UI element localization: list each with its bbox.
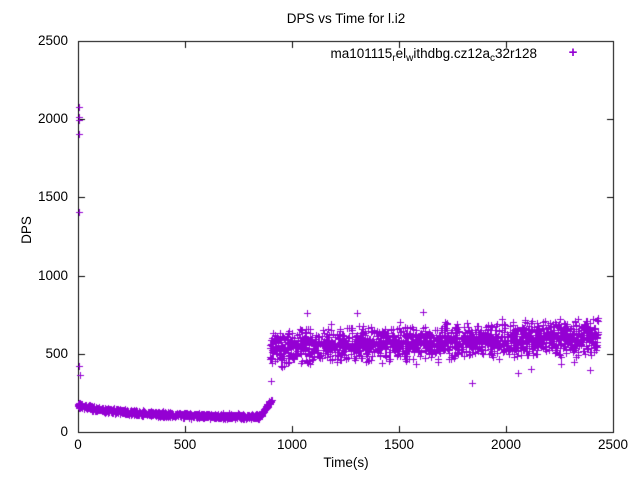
y-tick-label: 2500 bbox=[37, 33, 68, 48]
x-tick-label: 500 bbox=[173, 437, 197, 452]
y-tick-label: 1500 bbox=[37, 189, 68, 205]
x-tick-label: 1500 bbox=[383, 437, 415, 452]
legend-label-text: ma101115 bbox=[330, 46, 393, 61]
x-axis-label: Time(s) bbox=[323, 455, 369, 470]
y-tick-label: 0 bbox=[60, 424, 68, 439]
chart-title: DPS vs Time for l.i2 bbox=[286, 11, 406, 26]
x-tick-label: 2000 bbox=[490, 437, 522, 452]
legend-label: ma101115relwithdbg.cz12ac32r128 bbox=[237, 46, 537, 67]
x-tick-label: 0 bbox=[74, 437, 82, 452]
y-axis-label: DPS bbox=[19, 216, 34, 244]
legend-label-text: el bbox=[395, 46, 407, 61]
y-tick-label: 2000 bbox=[37, 111, 68, 127]
y-tick-label: 500 bbox=[45, 345, 68, 361]
x-tick-label: 2500 bbox=[597, 437, 629, 452]
y-tick-label: 1000 bbox=[37, 267, 68, 283]
legend-label-subscript: r bbox=[392, 53, 396, 64]
legend-label-subscript: c bbox=[489, 53, 495, 64]
legend-label-text: 32r128 bbox=[494, 46, 537, 61]
legend-label-text: ithdbg.cz12a bbox=[413, 46, 490, 61]
x-tick-label: 1000 bbox=[276, 437, 308, 452]
legend-label-subscript: w bbox=[406, 53, 414, 64]
legend-marker-icon: + bbox=[568, 44, 578, 61]
